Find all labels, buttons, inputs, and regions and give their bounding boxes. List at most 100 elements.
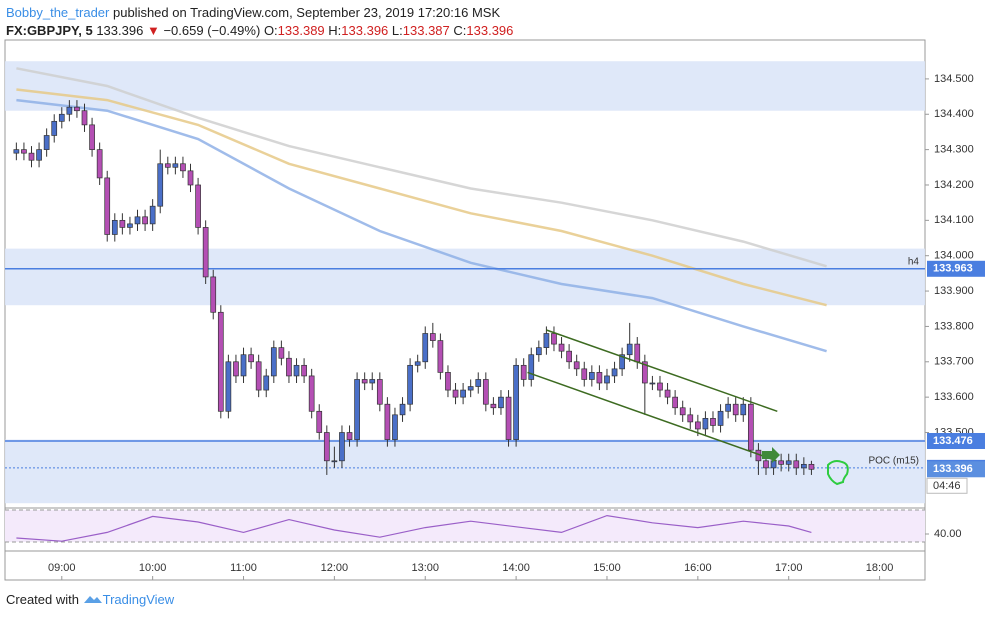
candle-body	[649, 382, 656, 385]
rsi-tick-label: 40.00	[934, 528, 962, 540]
candle-body	[679, 407, 686, 416]
candle-body	[13, 149, 20, 154]
ohlc-key: O:	[263, 23, 278, 38]
y-tick-label: 134.500	[934, 73, 974, 85]
candle-body	[202, 227, 209, 278]
candle-body	[187, 170, 194, 186]
candle-body	[657, 382, 663, 391]
candle-body	[43, 135, 50, 150]
candle-body	[710, 418, 716, 426]
candle-body	[51, 120, 58, 136]
candle-body	[551, 333, 557, 345]
candle-body	[119, 219, 126, 228]
candle-body	[793, 460, 800, 469]
candle-body	[142, 216, 148, 225]
candle-body	[581, 368, 588, 380]
candle-body	[422, 333, 429, 363]
x-tick-label: 10:00	[139, 562, 167, 574]
ohlc-key: C:	[453, 23, 467, 38]
candle-body	[452, 389, 459, 398]
footer: Created with TradingView	[6, 592, 174, 607]
candle-body	[535, 347, 542, 356]
logo	[83, 596, 102, 603]
candle-body	[770, 460, 777, 469]
moving-average	[16, 67, 827, 268]
candle-body	[58, 113, 65, 122]
candle-body	[278, 347, 285, 359]
x-tick-label: 12:00	[321, 562, 349, 574]
y-tick-label: 133.600	[934, 391, 974, 403]
candle-body	[74, 106, 80, 112]
candle-body	[180, 163, 186, 172]
frame	[4, 39, 926, 581]
candle-body	[172, 163, 179, 168]
rsi-band	[5, 510, 925, 542]
candle-body	[210, 276, 217, 313]
candle-body	[157, 163, 164, 207]
candle-body	[490, 403, 497, 409]
brand[interactable]: TradingView	[102, 592, 175, 607]
candle-body	[732, 403, 739, 416]
candle-body	[566, 350, 572, 363]
zone	[5, 61, 925, 111]
header-line: FX:GBPJPY, 5 133.396 ▼ −0.659 (−0.49%) O…	[6, 22, 513, 40]
candle-body	[384, 403, 391, 440]
level-note: h4	[908, 256, 920, 267]
candle-body	[800, 463, 807, 469]
price-tag-label: 133.396	[933, 463, 973, 475]
candle-body	[376, 379, 383, 405]
candle-body	[270, 347, 277, 377]
x-tick-label: 18:00	[866, 562, 894, 574]
trendline	[527, 371, 777, 462]
ohlc-value: 133.396	[466, 23, 514, 38]
countdown: 04:46	[933, 480, 961, 492]
candle-body	[149, 205, 156, 225]
ohlc-value: 133.387	[402, 23, 450, 38]
candle-body	[255, 361, 262, 391]
price-tag	[927, 260, 985, 277]
price-tag-label: 133.963	[933, 263, 973, 275]
moving-average	[16, 88, 827, 307]
candle-body	[293, 364, 300, 377]
candle-body	[316, 410, 323, 433]
x-tick-label: 17:00	[775, 562, 803, 574]
candle-body	[104, 177, 111, 235]
candle-body	[225, 361, 232, 412]
ohlc-value: 133.389	[277, 23, 325, 38]
rsi-line	[16, 514, 812, 542]
y-tick-label: 134.100	[934, 214, 974, 226]
header: Bobby_the_trader published on TradingVie…	[6, 4, 513, 40]
ohlc-key: H:	[328, 23, 342, 38]
moving-average	[16, 98, 827, 353]
candle-body	[482, 379, 489, 405]
created: Created with	[6, 592, 79, 607]
candle-body	[164, 163, 171, 168]
candle-body	[467, 386, 474, 391]
candle-body	[626, 343, 633, 356]
candle-body	[81, 110, 88, 126]
candle-body	[588, 372, 595, 380]
candle-body	[195, 184, 201, 228]
candle-body	[498, 396, 504, 409]
candle-body	[323, 432, 330, 462]
candle-body	[460, 389, 466, 398]
candle-body	[437, 340, 444, 373]
candle-body	[36, 149, 42, 161]
candle-body	[808, 463, 815, 470]
change: −0.659 (−0.49%)	[163, 23, 261, 38]
x-tick-label: 13:00	[411, 562, 439, 574]
candle-body	[694, 421, 701, 430]
author[interactable]: Bobby_the_trader	[6, 5, 110, 20]
price-tag	[927, 432, 985, 449]
candle-body	[28, 152, 35, 161]
candle-body	[664, 389, 671, 398]
candle-body	[543, 333, 550, 348]
candle-body	[513, 364, 519, 440]
x-tick-label: 15:00	[593, 562, 621, 574]
x-tick-label: 16:00	[684, 562, 712, 574]
candle-body	[240, 354, 247, 377]
ohlc-key: L:	[391, 23, 403, 38]
candle-body	[763, 460, 769, 469]
candle-body	[429, 333, 436, 341]
